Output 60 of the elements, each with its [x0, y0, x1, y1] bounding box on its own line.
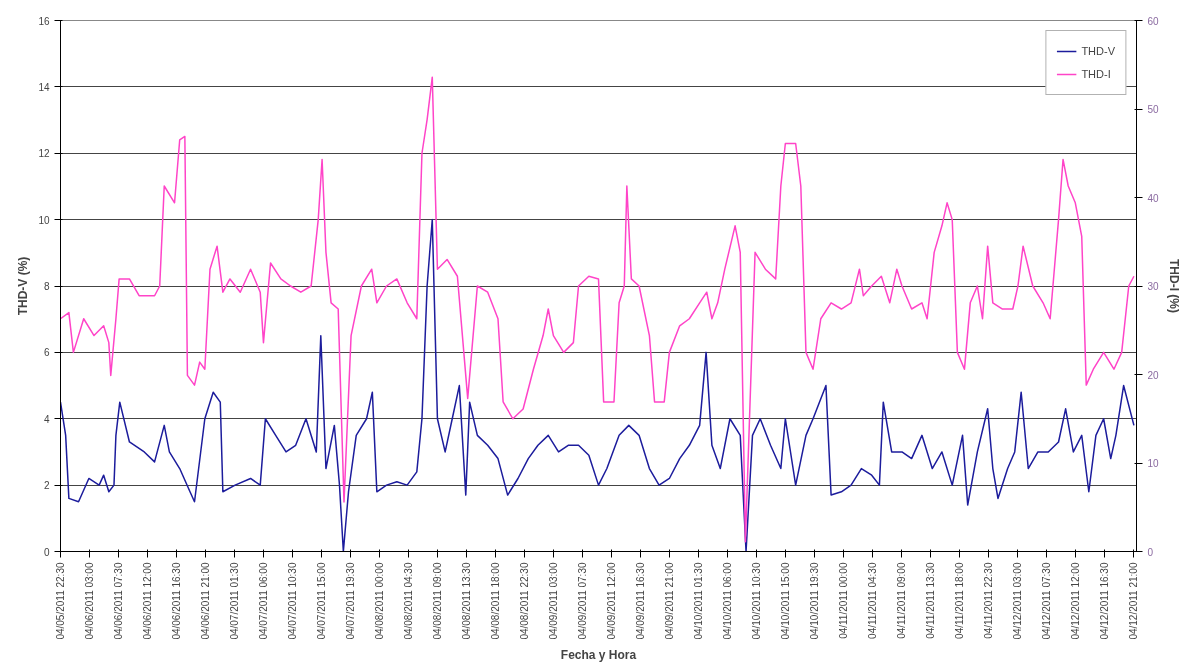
- x-tick-label: 04/12/2011 21:00: [1127, 562, 1139, 640]
- x-tick-label: 04/10/2011 10:30: [750, 562, 762, 640]
- x-tick-label: 04/07/2011 15:00: [315, 562, 327, 640]
- y-tick-label: 16: [38, 15, 50, 27]
- y2-tick-label: 40: [1147, 192, 1160, 204]
- x-tick-label: 04/08/2011 09:00: [431, 562, 443, 640]
- x-tick-label: 04/07/2011 06:00: [257, 562, 269, 640]
- y-tick-label: 12: [38, 148, 50, 160]
- x-tick-label: 04/12/2011 12:00: [1069, 562, 1081, 640]
- x-tick-label: 04/07/2011 19:30: [344, 562, 356, 640]
- x-tick-label: 04/06/2011 16:30: [170, 562, 182, 640]
- y-axis-title: THD-V (%): [16, 256, 31, 316]
- x-tick-label: 04/06/2011 03:00: [83, 562, 95, 640]
- x-tick-label: 04/10/2011 15:00: [779, 562, 791, 640]
- x-tick-label: 04/09/2011 21:00: [663, 562, 675, 640]
- x-tick-label: 04/05/2011 22:30: [55, 562, 66, 640]
- x-tick-label: 04/09/2011 03:00: [547, 562, 559, 640]
- x-tick-label: 04/12/2011 03:00: [1011, 562, 1023, 640]
- x-tick-label: 04/06/2011 21:00: [199, 562, 211, 640]
- x-tick-label: 04/10/2011 06:00: [721, 562, 733, 640]
- x-tick-label: 04/11/2011 09:00: [895, 562, 907, 639]
- y-tick-label: 0: [43, 546, 50, 558]
- y-tick-label: 14: [38, 81, 50, 93]
- x-tick-label: 04/06/2011 07:30: [112, 562, 124, 640]
- x-tick-label: 04/09/2011 07:30: [576, 562, 588, 640]
- x-tick-label: 04/08/2011 00:00: [373, 562, 385, 640]
- legend-label: THD-I: [1081, 68, 1111, 80]
- x-tick-label: 04/09/2011 16:30: [634, 562, 646, 640]
- x-tick-label: 04/12/2011 16:30: [1098, 562, 1110, 640]
- x-tick-label: 04/06/2011 12:00: [141, 562, 153, 640]
- y2-tick-label: 30: [1147, 281, 1160, 292]
- x-tick-label: 04/10/2011 01:30: [692, 562, 704, 640]
- x-tick-label: 04/07/2011 01:30: [228, 562, 240, 640]
- y2-tick-label: 20: [1147, 369, 1160, 381]
- x-tick-label: 04/11/2011 22:30: [982, 562, 994, 639]
- x-tick-label: 04/08/2011 04:30: [402, 562, 414, 640]
- x-tick-label: 04/08/2011 13:30: [460, 562, 472, 640]
- x-tick-label: 04/12/2011 07:30: [1040, 562, 1052, 640]
- x-tick-label: 04/09/2011 12:00: [605, 562, 617, 640]
- x-tick-label: 04/08/2011 22:30: [518, 562, 530, 640]
- line-series: [60, 76, 1135, 543]
- y2-tick-label: 10: [1147, 458, 1160, 469]
- legend-label: THD-V: [1081, 45, 1115, 57]
- x-tick-label: 04/07/2011 10:30: [286, 562, 298, 640]
- y2-tick-label: 60: [1147, 15, 1160, 27]
- y-tick-label: 2: [43, 480, 50, 492]
- x-tick-label: 04/11/2011 18:00: [953, 562, 965, 639]
- y-tick-label: 6: [43, 347, 50, 359]
- y2-tick-label: 50: [1147, 104, 1160, 115]
- y-tick-label: 8: [43, 281, 50, 292]
- x-tick-label: 04/10/2011 19:30: [808, 562, 820, 640]
- y2-axis-title: THD-I (%): [1166, 259, 1181, 314]
- y-tick-label: 4: [43, 413, 50, 425]
- x-tick-label: 04/11/2011 00:00: [837, 562, 849, 639]
- x-tick-label: 04/11/2011 04:30: [866, 562, 878, 639]
- y-tick-label: 10: [38, 214, 50, 226]
- x-axis-title: Fecha y Hora: [560, 647, 637, 662]
- x-tick-label: 04/08/2011 18:00: [489, 562, 501, 640]
- x-tick-label: 04/11/2011 13:30: [924, 562, 936, 639]
- y2-tick-label: 0: [1147, 546, 1154, 558]
